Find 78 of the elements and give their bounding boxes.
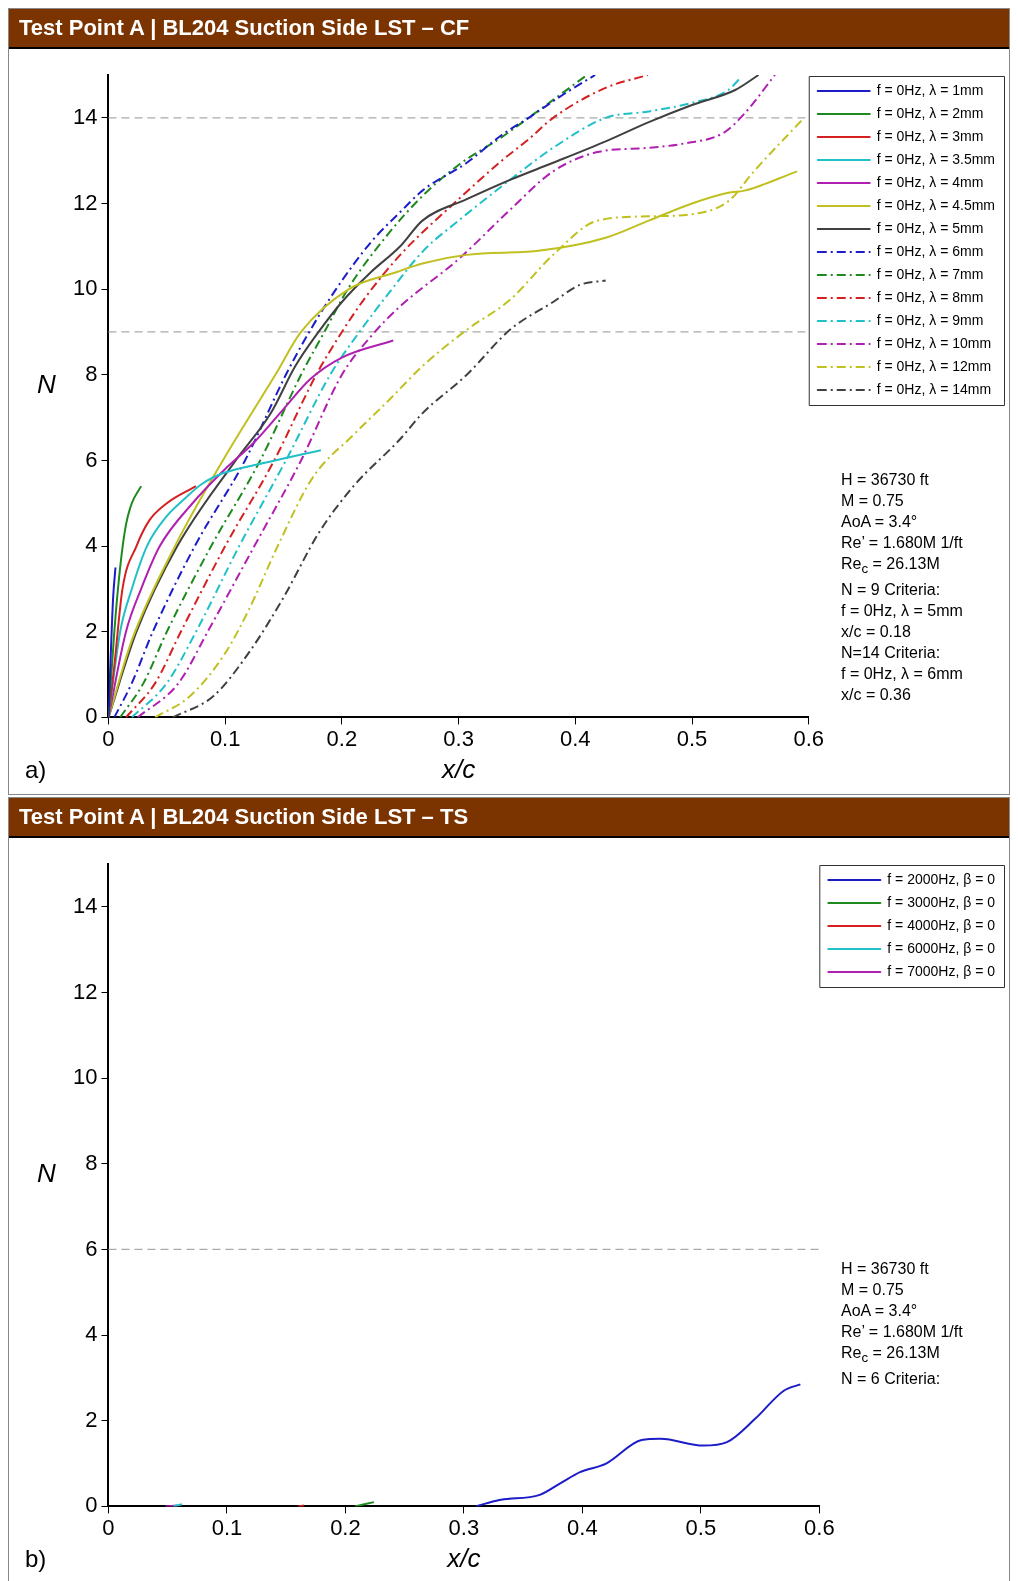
y-tick-label: 12 (72, 978, 98, 1004)
x-tick-label: 0.4 (567, 1514, 598, 1540)
text: Re$_{c}$ = 26.13M (841, 1343, 941, 1368)
x-tick-label: 0.2 (326, 725, 358, 751)
text: H = 36730 ft (841, 1259, 930, 1279)
y-tick-label: 14 (72, 103, 98, 129)
text: N=14 Criteria: (841, 643, 942, 664)
legend-label: f = 0Hz, λ = 2mm (876, 104, 984, 121)
y-tick-label: 10 (72, 275, 98, 301)
x-tick-label: 0.2 (330, 1514, 361, 1540)
y-tick-label: 6 (85, 1235, 98, 1261)
line-series (108, 566, 117, 718)
x-tick-label: 0.5 (685, 1514, 717, 1540)
x-axis-title: x/c (439, 753, 476, 784)
chart-title: Test Point A | BL204 Suction Side LST – CF (9, 9, 1009, 49)
x-tick-label: 0 (102, 1514, 115, 1540)
legend-label: f = 7000Hz, β = 0 (887, 962, 996, 979)
text: Re$_{c}$ = 26.13M (841, 554, 941, 579)
y-axis-title: N (37, 1158, 56, 1189)
legend-label: f = 0Hz, λ = 1mm (876, 81, 984, 98)
text: x/c = 0.36 (841, 685, 912, 706)
legend-label: f = 0Hz, λ = 10mm (876, 334, 992, 351)
text: M = 0.75 (841, 491, 905, 511)
text: AoA = 3.4° (841, 1301, 919, 1321)
y-tick-label: 0 (85, 703, 98, 729)
chart-title: Test Point A | BL204 Suction Side LST – TS (9, 798, 1009, 838)
x-tick-label: 0.5 (676, 725, 708, 751)
x-tick-label: 0 (102, 725, 115, 751)
x-tick-label: 0.1 (209, 725, 241, 751)
x-tick-label: 0.1 (211, 1514, 243, 1540)
x-axis-title: x/c (445, 1542, 481, 1573)
legend-label: f = 0Hz, λ = 7mm (876, 265, 984, 282)
legend-label: f = 0Hz, λ = 3.5mm (876, 150, 995, 167)
y-tick-label: 6 (85, 446, 98, 472)
text: f = 0Hz, λ = 5mm (841, 601, 963, 622)
y-tick-label: 4 (85, 532, 98, 558)
text: Re’ = 1.680M 1/ft (841, 533, 963, 553)
legend-label: f = 0Hz, λ = 3mm (876, 127, 984, 144)
text: b) (25, 1545, 47, 1573)
y-tick-label: 14 (72, 892, 98, 918)
legend-label: f = 0Hz, λ = 12mm (876, 357, 992, 374)
legend-label: f = 2000Hz, β = 0 (887, 870, 996, 887)
y-tick-label: 4 (85, 1321, 98, 1347)
legend-label: f = 0Hz, λ = 9mm (876, 311, 984, 328)
text: N = 6 Criteria: (841, 1369, 942, 1390)
legend-label: f = 0Hz, λ = 8mm (876, 288, 984, 305)
text: N = 9 Criteria: (841, 580, 942, 601)
y-tick-label: 8 (85, 1149, 98, 1175)
legend-label: f = 4000Hz, β = 0 (887, 916, 996, 933)
legend-label: f = 0Hz, λ = 4.5mm (876, 196, 995, 213)
legend-label: f = 0Hz, λ = 4mm (876, 173, 984, 190)
y-tick-label: 8 (85, 360, 98, 386)
y-axis-title: N (37, 369, 56, 400)
text: a) (25, 756, 47, 784)
legend-label: f = 3000Hz, β = 0 (887, 893, 996, 910)
x-tick-label: 0.4 (560, 725, 591, 751)
text: M = 0.75 (841, 1280, 905, 1300)
y-tick-label: 0 (85, 1492, 98, 1518)
line-series (108, 485, 143, 718)
text: Re’ = 1.680M 1/ft (841, 1322, 963, 1342)
legend-label: f = 6000Hz, β = 0 (887, 939, 996, 956)
y-tick-label: 2 (85, 1406, 98, 1432)
y-tick-label: 10 (72, 1064, 98, 1090)
x-tick-label: 0.3 (443, 725, 474, 751)
text: AoA = 3.4° (841, 512, 919, 532)
y-tick-label: 2 (85, 617, 98, 643)
x-tick-label: 0.6 (793, 725, 825, 751)
text: H = 36730 ft (841, 470, 930, 490)
line-series (171, 279, 607, 718)
line-series (474, 1383, 802, 1507)
x-tick-label: 0.3 (448, 1514, 480, 1540)
legend-label: f = 0Hz, λ = 5mm (876, 219, 984, 236)
x-tick-label: 0.6 (804, 1514, 835, 1540)
y-tick-label: 12 (72, 189, 98, 215)
text: x/c = 0.18 (841, 622, 912, 643)
text: f = 0Hz, λ = 6mm (841, 664, 963, 685)
legend-label: f = 0Hz, λ = 6mm (876, 242, 984, 259)
legend-label: f = 0Hz, λ = 14mm (876, 380, 992, 397)
